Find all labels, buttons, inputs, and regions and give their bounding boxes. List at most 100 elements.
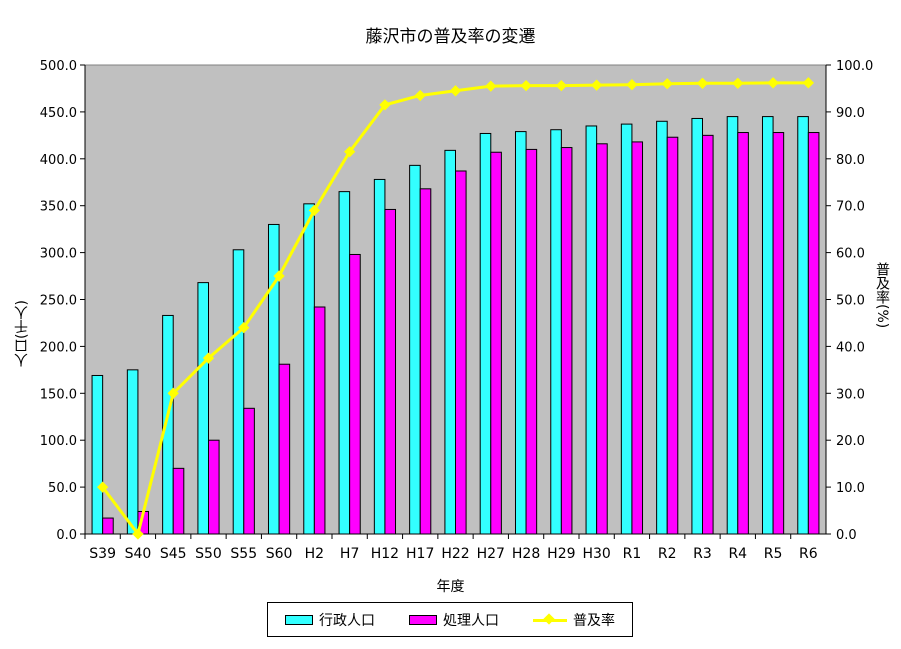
legend-swatch-magenta xyxy=(409,614,437,625)
bar-admin-population xyxy=(656,120,668,535)
bar-admin-population xyxy=(550,129,562,535)
x-tick-label: H29 xyxy=(547,546,575,562)
bar-treated-population xyxy=(596,143,608,535)
bar-admin-population xyxy=(691,117,704,535)
legend: 行政人口 処理人口 普及率 xyxy=(267,602,633,637)
x-tick-label: H17 xyxy=(406,546,434,562)
penetration-rate-point xyxy=(273,270,285,282)
x-tick-label: H2 xyxy=(305,546,324,562)
y2-tick-label: 70.0 xyxy=(836,200,865,215)
bar-admin-population xyxy=(620,123,633,535)
bar-admin-population xyxy=(444,149,456,535)
bar-admin-population xyxy=(585,125,598,535)
legend-label: 処理人口 xyxy=(443,612,499,629)
y-tick-label: 300.0 xyxy=(40,247,77,262)
y2-tick-label: 30.0 xyxy=(836,387,865,402)
chart-title: 藤沢市の普及率の変遷 xyxy=(365,27,536,47)
bar-treated-population xyxy=(455,170,467,535)
x-tick-label: S45 xyxy=(160,546,187,562)
y-tick-label: 0.0 xyxy=(56,528,77,543)
y2-tick-label: 50.0 xyxy=(836,294,865,309)
bar-treated-population xyxy=(490,151,502,535)
bar-treated-population xyxy=(278,363,291,535)
bar-admin-population xyxy=(91,374,104,535)
y-tick-label: 350.0 xyxy=(40,200,77,215)
x-tick-label: H7 xyxy=(340,546,359,562)
x-tick-label: R3 xyxy=(693,546,712,562)
y-tick-label: 450.0 xyxy=(40,106,77,121)
bar-admin-population xyxy=(479,132,492,535)
bar-admin-population xyxy=(761,116,774,535)
bar-treated-population xyxy=(384,208,397,535)
bar-treated-population xyxy=(419,188,432,535)
bar-admin-population xyxy=(197,282,210,535)
x-tick-label: H27 xyxy=(477,546,505,562)
legend-label: 普及率 xyxy=(573,612,615,629)
bar-treated-population xyxy=(702,134,714,535)
bar-treated-population xyxy=(243,407,255,535)
bar-admin-population xyxy=(338,191,351,535)
penetration-rate-point xyxy=(132,528,144,540)
y-tick-label: 500.0 xyxy=(40,59,77,74)
penetration-rate-point xyxy=(202,352,215,364)
bar-treated-population xyxy=(772,132,785,535)
legend-swatch-line xyxy=(533,613,567,627)
x-tick-label: R1 xyxy=(623,546,642,562)
bar-treated-population xyxy=(737,132,749,535)
x-tick-label: R5 xyxy=(764,546,783,562)
x-tick-label: R4 xyxy=(728,546,747,562)
bar-treated-population xyxy=(525,148,538,535)
penetration-rate-point xyxy=(308,204,321,217)
bar-admin-population xyxy=(409,164,421,535)
bar-admin-population xyxy=(514,131,527,535)
bar-treated-population xyxy=(560,147,573,535)
y-tick-label: 250.0 xyxy=(40,294,77,309)
legend-item-penetration-rate: 普及率 xyxy=(533,610,615,630)
bar-treated-population xyxy=(208,439,220,535)
bar-treated-population xyxy=(349,253,361,535)
penetration-rate-point xyxy=(238,321,250,334)
x-tick-label: R6 xyxy=(799,546,818,562)
bar-treated-population xyxy=(666,136,679,535)
y2-tick-label: 0.0 xyxy=(836,528,857,543)
bar-treated-population xyxy=(631,141,644,535)
y2-tick-label: 40.0 xyxy=(836,340,865,355)
x-tick-label: R2 xyxy=(658,546,677,562)
penetration-rate-point xyxy=(343,146,356,158)
bar-admin-population xyxy=(797,116,809,535)
y2-tick-label: 80.0 xyxy=(836,153,865,168)
y2-tick-label: 60.0 xyxy=(836,247,865,262)
bar-treated-population xyxy=(172,467,185,535)
bar-admin-population xyxy=(126,369,139,535)
x-tick-label: H30 xyxy=(582,546,610,562)
y-tick-label: 100.0 xyxy=(40,434,77,449)
bar-treated-population xyxy=(102,517,114,535)
x-axis-label: 年度 xyxy=(436,579,465,595)
legend-item-treated-population: 処理人口 xyxy=(409,610,499,630)
bar-admin-population xyxy=(303,203,315,535)
y2-tick-label: 90.0 xyxy=(836,106,865,121)
penetration-rate-point xyxy=(167,387,179,399)
x-tick-label: H12 xyxy=(371,546,399,562)
x-tick-label: S39 xyxy=(89,546,116,562)
bar-admin-population xyxy=(232,249,245,535)
y-axis-label: 人口(千人) xyxy=(14,300,30,367)
x-tick-label: S50 xyxy=(195,546,222,562)
y2-tick-label: 20.0 xyxy=(836,434,865,449)
bar-treated-population xyxy=(807,132,820,535)
y-tick-label: 150.0 xyxy=(40,387,77,402)
bar-admin-population xyxy=(267,223,280,535)
legend-swatch-cyan xyxy=(285,614,313,625)
x-tick-label: S55 xyxy=(230,546,257,562)
y2-axis-label: 普及率(%) xyxy=(874,262,890,329)
legend-label: 行政人口 xyxy=(319,612,375,629)
y-tick-label: 400.0 xyxy=(40,153,77,168)
y-tick-label: 200.0 xyxy=(40,340,77,355)
x-tick-label: S40 xyxy=(125,546,152,562)
x-tick-label: H22 xyxy=(441,546,469,562)
x-tick-label: H28 xyxy=(512,546,540,562)
x-tick-label: S60 xyxy=(266,546,293,562)
y-tick-label: 50.0 xyxy=(48,481,77,496)
legend-item-admin-population: 行政人口 xyxy=(285,610,375,630)
